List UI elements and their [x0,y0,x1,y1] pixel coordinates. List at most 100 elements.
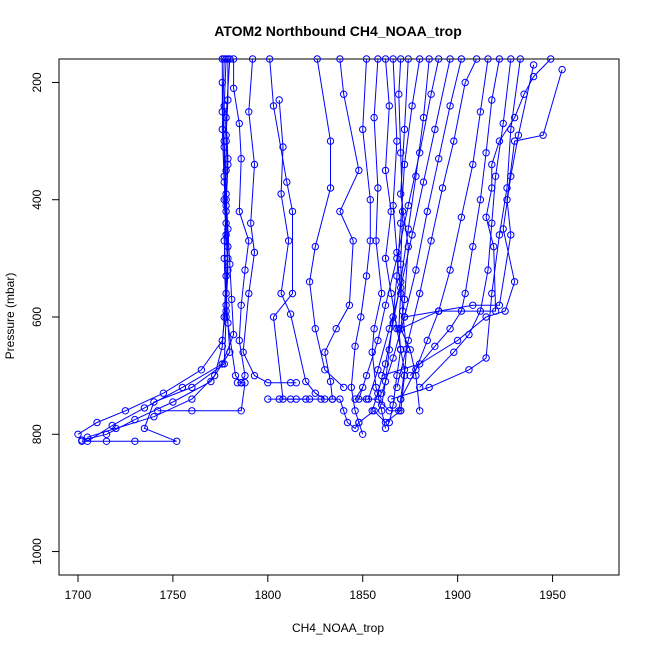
data-point [495,301,504,309]
data-point [446,102,454,110]
data-point [406,371,414,380]
chart-title: ATOM2 Northbound CH4_NOAA_trop [214,23,462,39]
data-point [495,231,504,239]
profile-series [355,55,443,403]
data-point [245,108,253,116]
data-point [397,346,405,354]
data-point [423,336,431,345]
data-point [495,137,504,145]
profile-series [239,55,300,387]
profile-line [371,58,430,411]
data-point [372,237,380,245]
data-point [381,377,390,386]
data-point [292,379,300,387]
data-point [173,437,181,445]
data-point [336,207,344,216]
profile-line [309,58,345,388]
data-point [326,184,335,192]
data-point [366,196,374,204]
profile-line [409,58,500,376]
data-point [368,407,376,415]
data-point [400,371,409,380]
data-point [326,377,335,386]
data-point [235,336,244,345]
series-layer [74,55,566,445]
data-point [224,55,232,63]
data-point [457,55,466,63]
x-axis-label: CH4_NOAA_trop [292,621,384,635]
profile-line [384,58,402,423]
data-point [425,383,433,392]
data-point [404,242,412,251]
data-point [245,237,253,245]
data-point [235,207,244,216]
data-point [220,178,228,186]
data-point [404,336,412,345]
data-point [305,278,314,286]
data-point [488,96,496,104]
data-point [355,418,363,427]
data-point [313,55,321,63]
profile-line [381,58,462,394]
data-point [288,289,297,298]
x-tick-label: 1900 [444,588,471,602]
data-point [387,395,395,403]
data-point [154,407,162,415]
data-point [264,395,272,403]
data-point [121,407,130,415]
data-point [484,266,492,274]
data-point [507,55,515,63]
data-point [220,55,228,63]
profile-series [387,55,524,403]
y-tick-label: 600 [30,307,44,327]
data-point [237,155,245,163]
data-point [374,55,382,63]
data-point [416,149,424,157]
profile-series [229,55,253,387]
data-point [457,213,466,222]
data-point [389,55,397,63]
data-point [108,421,116,430]
data-point [362,55,371,63]
y-axis: 200 400 600 800 1000 [30,72,59,565]
data-point [425,55,433,63]
data-point [302,395,310,403]
data-point [404,201,412,210]
data-point [446,325,454,333]
data-point [435,155,443,163]
data-point [359,125,367,134]
profile-series [78,55,234,444]
data-point [461,289,469,298]
data-point [378,289,386,298]
data-point [431,125,439,134]
profile-series [305,55,348,392]
data-point [558,65,566,74]
data-point [231,371,240,380]
data-point [226,55,234,63]
data-point [317,395,325,403]
data-point [476,196,485,204]
data-point [286,310,295,318]
y-tick-label: 800 [30,424,44,444]
data-point [381,166,390,175]
data-point [427,90,435,98]
data-point [510,113,519,122]
data-point [450,348,458,356]
data-point [501,307,509,315]
data-point [311,242,319,251]
profile-series [321,55,363,403]
data-point [237,407,245,415]
data-point [83,433,92,441]
data-point [510,278,519,286]
profile-series [154,55,249,415]
profile-line [392,58,406,411]
profile-line [381,64,535,377]
data-point [400,160,409,169]
data-point [250,160,259,169]
data-point [397,219,405,227]
data-point [510,137,519,145]
data-point [228,295,236,304]
data-point [416,360,424,368]
data-point [374,366,382,374]
profile-line [396,58,478,388]
